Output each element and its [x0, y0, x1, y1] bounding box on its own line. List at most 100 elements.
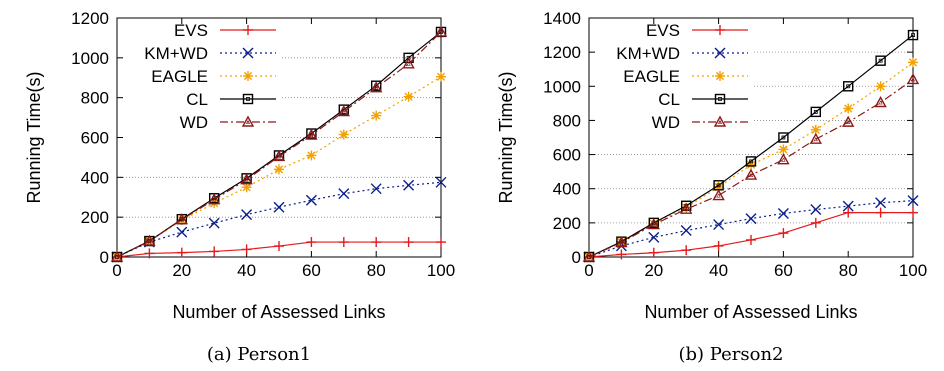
legend: EVS KM+WD EAGLE CL WD [144, 21, 276, 132]
data-point [875, 81, 886, 92]
y-tick-label: 0 [572, 248, 581, 267]
chart-person1: 0 200 400 600 800 1000 1200 0 20 40 60 80 100 Number … [24, 9, 455, 365]
data-point [176, 226, 188, 238]
y-tick-label: 200 [553, 214, 581, 233]
data-point [274, 241, 284, 252]
data-point [306, 237, 317, 248]
legend-marker [243, 71, 253, 81]
x-tick-label: 0 [584, 261, 593, 280]
series-line [588, 78, 914, 258]
legend-label: KM+WD [616, 44, 680, 63]
data-point [713, 219, 725, 231]
data-point [616, 249, 627, 260]
data-point [647, 218, 660, 230]
legend-marker [715, 25, 725, 35]
y-tick-label: 800 [553, 111, 581, 130]
chart-caption: (b) Person2 [679, 344, 784, 365]
data-point [274, 164, 284, 175]
data-point [402, 57, 415, 69]
series-km-wd [583, 195, 919, 263]
data-point [306, 150, 317, 161]
data-point [778, 144, 789, 155]
y-tick-label: 600 [81, 129, 109, 148]
data-point [745, 156, 757, 167]
legend-marker [241, 115, 255, 127]
data-point [370, 183, 382, 195]
legend-marker [242, 93, 254, 105]
legend-label: EVS [646, 21, 680, 40]
chart-person2: 0 200 400 600 800 1000 1200 1400 0 20 40 60 80 100 Num… [472, 0, 944, 371]
data-point [208, 193, 221, 205]
data-point [648, 247, 659, 258]
data-point [842, 200, 854, 212]
series-line [116, 31, 442, 258]
data-point [843, 103, 854, 114]
legend-label: EAGLE [151, 67, 208, 86]
x-tick-label: 20 [644, 261, 663, 280]
data-point [680, 202, 693, 214]
legend-marker [715, 71, 725, 81]
data-point [241, 244, 252, 255]
data-point [370, 81, 383, 93]
data-point [810, 217, 821, 228]
series-line [588, 34, 914, 258]
data-point [240, 173, 253, 185]
legend-marker [713, 115, 727, 127]
series-line [588, 200, 914, 258]
data-point [874, 96, 887, 108]
data-point [371, 237, 382, 248]
data-point [777, 153, 790, 165]
x-tick-label: 80 [839, 261, 858, 280]
data-point [435, 176, 447, 188]
y-tick-label: 200 [81, 208, 109, 227]
x-tick-label: 20 [172, 261, 191, 280]
data-point [809, 132, 822, 144]
data-point [436, 237, 446, 248]
series-wd [582, 73, 920, 262]
legend: EVS KM+WD EAGLE CL WD [616, 21, 748, 132]
y-tick-label: 800 [81, 89, 109, 108]
data-point [403, 237, 414, 248]
data-point [615, 236, 628, 248]
y-tick-label: 0 [100, 248, 109, 267]
legend-label: WD [652, 113, 680, 132]
data-point [305, 194, 317, 206]
data-point [746, 159, 756, 170]
data-point [436, 71, 446, 82]
series-evs [112, 237, 446, 262]
data-point [305, 128, 318, 140]
plot-frame [588, 17, 914, 258]
data-point [746, 234, 756, 245]
legend-marker [714, 93, 726, 105]
data-point [842, 115, 855, 127]
x-axis-title: Number of Assessed Links [644, 302, 857, 322]
data-point [843, 81, 854, 92]
data-point [713, 240, 724, 251]
data-point [907, 195, 919, 207]
y-tick-label: 1200 [543, 43, 581, 62]
series-eagle [112, 71, 446, 262]
x-tick-label: 80 [367, 261, 386, 280]
data-point [777, 207, 789, 219]
data-point [681, 245, 692, 256]
legend-marker [714, 47, 726, 59]
data-point [680, 225, 692, 237]
y-tick-label: 1000 [71, 49, 109, 68]
y-tick-label: 1000 [543, 77, 581, 96]
data-point [176, 247, 187, 258]
legend-marker [243, 25, 253, 35]
data-point [908, 57, 918, 68]
data-point [778, 132, 789, 143]
data-point [337, 105, 350, 117]
series-wd [110, 25, 448, 262]
data-point [810, 106, 821, 118]
data-point [403, 179, 415, 191]
x-tick-label: 60 [774, 261, 793, 280]
x-tick-label: 40 [237, 261, 256, 280]
x-tick-label: 60 [302, 261, 321, 280]
data-point [273, 201, 285, 213]
data-point [875, 55, 886, 66]
y-axis-title: Running Time(s) [24, 71, 44, 203]
data-point [908, 207, 918, 218]
legend-marker [242, 47, 254, 59]
